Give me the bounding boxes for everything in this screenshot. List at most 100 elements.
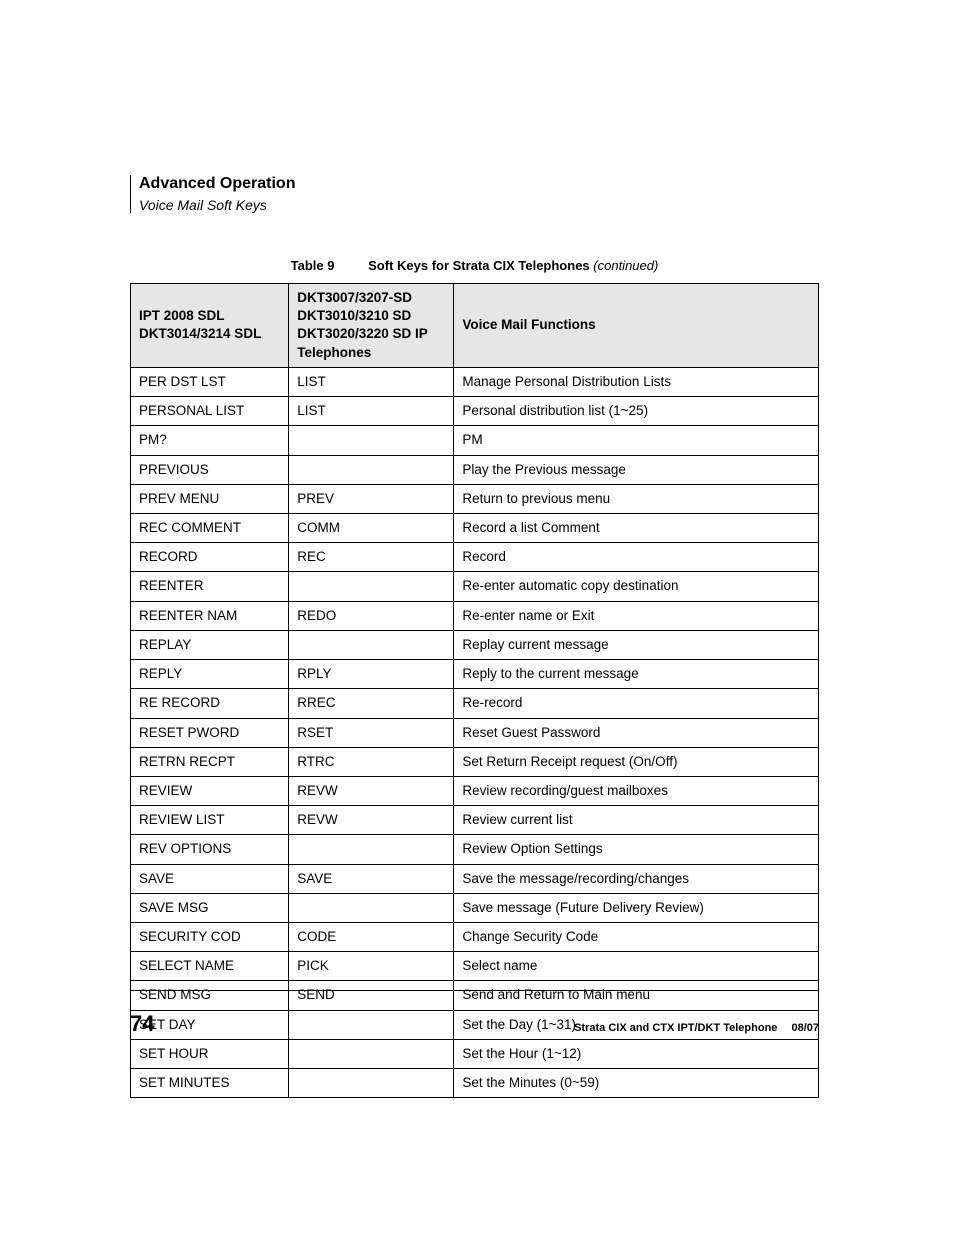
- table-row: RETRN RECPTRTRCSet Return Receipt reques…: [131, 747, 819, 776]
- table-header-row: IPT 2008 SDL DKT3014/3214 SDL DKT3007/32…: [131, 284, 819, 368]
- table-cell: Manage Personal Distribution Lists: [454, 367, 819, 396]
- table-cell: REC COMMENT: [131, 513, 289, 542]
- table-cell: [289, 630, 454, 659]
- table-cell: REPLAY: [131, 630, 289, 659]
- section-title: Advanced Operation: [139, 175, 819, 193]
- table-cell: Re-record: [454, 689, 819, 718]
- table-cell: RPLY: [289, 660, 454, 689]
- table-cell: Personal distribution list (1~25): [454, 397, 819, 426]
- table-cell: Re-enter name or Exit: [454, 601, 819, 630]
- table-cell: REVW: [289, 776, 454, 805]
- table-cell: SECURITY COD: [131, 923, 289, 952]
- table-cell: SET MINUTES: [131, 1069, 289, 1098]
- table-cell: LIST: [289, 367, 454, 396]
- table-cell: REVIEW LIST: [131, 806, 289, 835]
- table-cell: Save the message/recording/changes: [454, 864, 819, 893]
- table-row: SAVE MSG Save message (Future Delivery Re…: [131, 893, 819, 922]
- table-cell: REENTER NAM: [131, 601, 289, 630]
- table-cell: PM?: [131, 426, 289, 455]
- table-row: PER DST LSTLISTManage Personal Distribut…: [131, 367, 819, 396]
- table-cell: [289, 426, 454, 455]
- table-cell: SAVE: [289, 864, 454, 893]
- table-cell: Review recording/guest mailboxes: [454, 776, 819, 805]
- table-row: PM? PM: [131, 426, 819, 455]
- table-cell: SAVE: [131, 864, 289, 893]
- table-cell: Reply to the current message: [454, 660, 819, 689]
- col-header-2: DKT3007/3207-SD DKT3010/3210 SD DKT3020/…: [289, 284, 454, 368]
- table-cell: REC: [289, 543, 454, 572]
- table-row: SAVESAVESave the message/recording/chang…: [131, 864, 819, 893]
- table-cell: PREVIOUS: [131, 455, 289, 484]
- table-cell: Review current list: [454, 806, 819, 835]
- table-cell: Return to previous menu: [454, 484, 819, 513]
- table-row: RE RECORDRRECRe-record: [131, 689, 819, 718]
- table-label: Table 9: [291, 258, 335, 273]
- table-cell: PICK: [289, 952, 454, 981]
- table-cell: REENTER: [131, 572, 289, 601]
- col-header-1: IPT 2008 SDL DKT3014/3214 SDL: [131, 284, 289, 368]
- softkeys-table: IPT 2008 SDL DKT3014/3214 SDL DKT3007/32…: [130, 283, 819, 1098]
- col-header-3: Voice Mail Functions: [454, 284, 819, 368]
- table-row: RECORDRECRecord: [131, 543, 819, 572]
- table-row: SECURITY CODCODEChange Security Code: [131, 923, 819, 952]
- table-cell: [289, 1039, 454, 1068]
- section-subtitle: Voice Mail Soft Keys: [139, 197, 819, 213]
- table-cell: RREC: [289, 689, 454, 718]
- table-cell: PERSONAL LIST: [131, 397, 289, 426]
- table-cell: SAVE MSG: [131, 893, 289, 922]
- page-number: 74: [130, 1011, 154, 1037]
- table-row: REENTER NAMREDORe-enter name or Exit: [131, 601, 819, 630]
- table-cell: [289, 835, 454, 864]
- table-cell: Re-enter automatic copy destination: [454, 572, 819, 601]
- table-cell: CODE: [289, 923, 454, 952]
- table-row: RESET PWORDRSETReset Guest Password: [131, 718, 819, 747]
- table-cell: Change Security Code: [454, 923, 819, 952]
- table-row: REPLYRPLYReply to the current message: [131, 660, 819, 689]
- table-cell: PREV: [289, 484, 454, 513]
- table-cell: Record a list Comment: [454, 513, 819, 542]
- table-cell: REPLY: [131, 660, 289, 689]
- table-cell: [289, 893, 454, 922]
- table-cell: REVW: [289, 806, 454, 835]
- table-cell: Set Return Receipt request (On/Off): [454, 747, 819, 776]
- footer-rule: [130, 990, 819, 991]
- table-cell: Set the Hour (1~12): [454, 1039, 819, 1068]
- table-cell: SET HOUR: [131, 1039, 289, 1068]
- table-cell: LIST: [289, 397, 454, 426]
- table-cell: REVIEW: [131, 776, 289, 805]
- table-cell: [289, 572, 454, 601]
- table-row: REENTER Re-enter automatic copy destinati…: [131, 572, 819, 601]
- table-row: PERSONAL LISTLISTPersonal distribution l…: [131, 397, 819, 426]
- table-cell: COMM: [289, 513, 454, 542]
- table-caption: Table 9 Soft Keys for Strata CIX Telepho…: [130, 258, 819, 273]
- table-row: REVIEW LISTREVWReview current list: [131, 806, 819, 835]
- table-cell: RETRN RECPT: [131, 747, 289, 776]
- table-cell: Select name: [454, 952, 819, 981]
- table-row: REC COMMENTCOMMRecord a list Comment: [131, 513, 819, 542]
- table-row: PREV MENUPREVReturn to previous menu: [131, 484, 819, 513]
- table-cell: REV OPTIONS: [131, 835, 289, 864]
- table-row: SELECT NAMEPICKSelect name: [131, 952, 819, 981]
- table-cell: [289, 1069, 454, 1098]
- footer-text: Strata CIX and CTX IPT/DKT Telephone 08/…: [574, 1022, 819, 1034]
- table-cell: RTRC: [289, 747, 454, 776]
- table-cell: RESET PWORD: [131, 718, 289, 747]
- table-row: SET HOUR Set the Hour (1~12): [131, 1039, 819, 1068]
- table-row: REPLAY Replay current message: [131, 630, 819, 659]
- table-row: REVIEWREVWReview recording/guest mailbox…: [131, 776, 819, 805]
- table-cell: Save message (Future Delivery Review): [454, 893, 819, 922]
- table-cell: RE RECORD: [131, 689, 289, 718]
- table-cell: RSET: [289, 718, 454, 747]
- table-cell: Record: [454, 543, 819, 572]
- table-cell: REDO: [289, 601, 454, 630]
- table-cell: PREV MENU: [131, 484, 289, 513]
- table-cell: PM: [454, 426, 819, 455]
- table-cell: RECORD: [131, 543, 289, 572]
- table-continued: (continued): [593, 258, 658, 273]
- table-row: REV OPTIONS Review Option Settings: [131, 835, 819, 864]
- table-cell: [289, 455, 454, 484]
- table-cell: Replay current message: [454, 630, 819, 659]
- table-row: SET MINUTESSet the Minutes (0~59): [131, 1069, 819, 1098]
- table-cell: Review Option Settings: [454, 835, 819, 864]
- table-cell: PER DST LST: [131, 367, 289, 396]
